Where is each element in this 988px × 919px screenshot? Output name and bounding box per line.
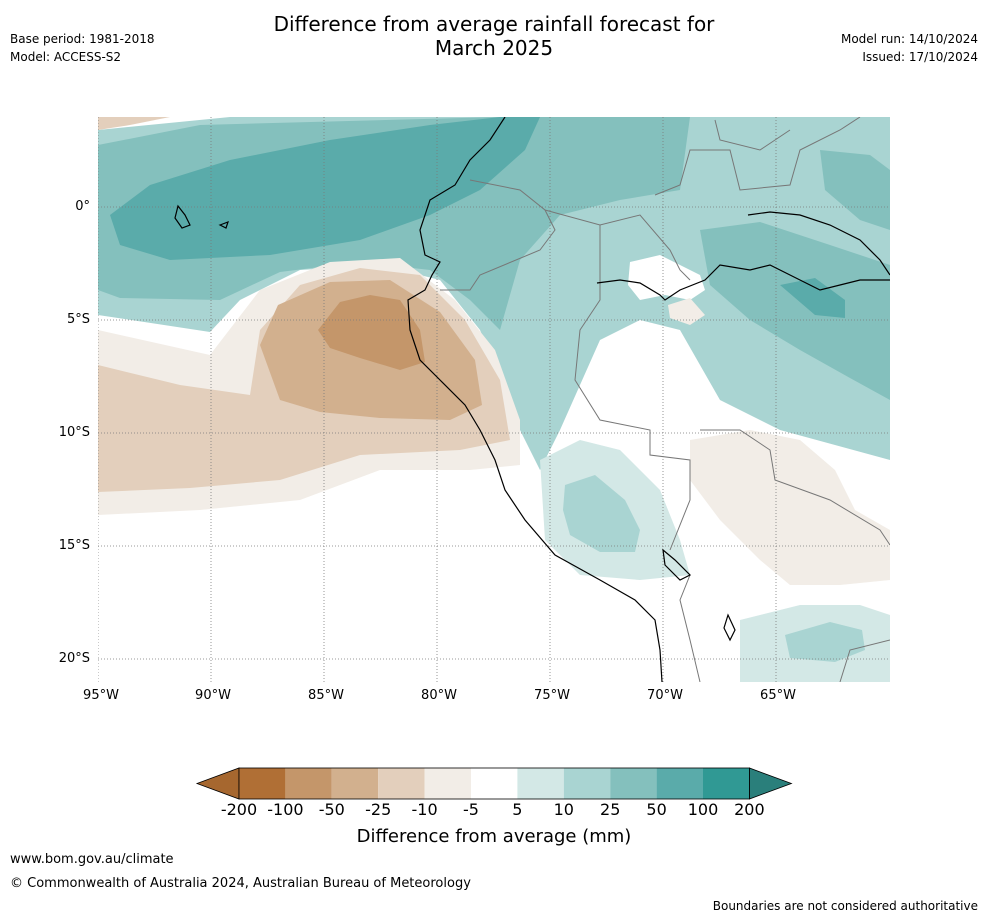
dry-sliver-nw (98, 117, 170, 130)
dry-region-50 (318, 295, 425, 370)
colorbar-extend-low (195, 767, 240, 800)
lat-tick-15s: 15°S (58, 538, 90, 553)
colorbar-swatch (378, 768, 425, 799)
dry-patch-small (668, 298, 705, 325)
model-run: Model run: 14/10/2024 (840, 32, 978, 46)
colorbar-extend-high (749, 767, 793, 800)
colorbar-swatch (424, 768, 471, 799)
lat-tick-10s: 10°S (58, 425, 90, 440)
lon-tick-75w: 75°W (534, 688, 570, 703)
lon-tick-65w: 65°W (760, 688, 796, 703)
lat-tick-0: 0° (75, 199, 90, 214)
meta-left: Base period: 1981-2018 Model: ACCESS-S2 (10, 30, 155, 66)
coastlines (174, 117, 890, 682)
copyright-notice: © Commonwealth of Australia 2024, Austra… (10, 876, 471, 891)
site-url: www.bom.gov.au/climate (10, 852, 174, 867)
colorbar-label: 100 (687, 800, 719, 819)
colorbar-label: -200 (220, 800, 258, 819)
colorbar-title: Difference from average (mm) (356, 826, 632, 847)
wet-band-50 (110, 117, 540, 260)
wet-amazon-25 (700, 222, 890, 400)
colorbar-swatch (285, 768, 332, 799)
colorbar-swatch (471, 768, 518, 799)
colorbar-label: -10 (411, 800, 438, 819)
colorbar-frame (238, 767, 750, 800)
colorbar-label: -5 (463, 800, 479, 819)
colorbar-swatch (610, 768, 657, 799)
wet-bolivia-10 (785, 622, 865, 662)
gridlines (98, 117, 890, 682)
lat-tick-5s: 5°S (66, 312, 90, 327)
issued-date: Issued: 17/10/2024 (862, 50, 978, 64)
neutral-patch-peru (628, 255, 705, 300)
wet-ne-25 (820, 150, 890, 230)
lon-tick-80w: 80°W (421, 688, 457, 703)
chart-title: Difference from average rainfall forecas… (0, 12, 988, 60)
colorbar-label: -100 (267, 800, 304, 819)
lon-tick-90w: 90°W (195, 688, 231, 703)
map-contours (98, 117, 890, 682)
colorbar-label: -50 (318, 800, 345, 819)
colorbar-swatches (195, 767, 793, 800)
colorbar-label: 10 (553, 800, 574, 819)
colorbar-swatch (331, 768, 379, 799)
colorbar-label: 25 (600, 800, 621, 819)
lon-tick-70w: 70°W (647, 688, 683, 703)
colorbar-label: 200 (734, 800, 765, 819)
colorbar-swatch (703, 768, 750, 799)
colorbar-swatch (239, 768, 286, 799)
colorbar-swatch (563, 768, 611, 799)
colorbar-label: 50 (646, 800, 667, 819)
wet-amazon-50 (780, 278, 845, 318)
colorbar-label: 5 (512, 800, 523, 819)
colorbar-label: -25 (365, 800, 392, 819)
country-borders (440, 117, 890, 682)
colorbar-swatch (517, 768, 564, 799)
base-period: Base period: 1981-2018 (10, 32, 155, 46)
colorbar-swatch (656, 768, 703, 799)
lon-tick-95w: 95°W (83, 688, 119, 703)
title-line-2: March 2025 (434, 36, 554, 60)
lat-tick-20s: 20°S (58, 651, 90, 666)
meta-right: Model run: 14/10/2024 Issued: 17/10/2024 (841, 30, 978, 66)
wet-south-10 (563, 475, 640, 552)
lon-tick-85w: 85°W (308, 688, 344, 703)
boundary-disclaimer: Boundaries are not considered authoritat… (712, 899, 978, 913)
model-name: Model: ACCESS-S2 (10, 50, 122, 64)
title-line-1: Difference from average rainfall forecas… (273, 12, 715, 36)
